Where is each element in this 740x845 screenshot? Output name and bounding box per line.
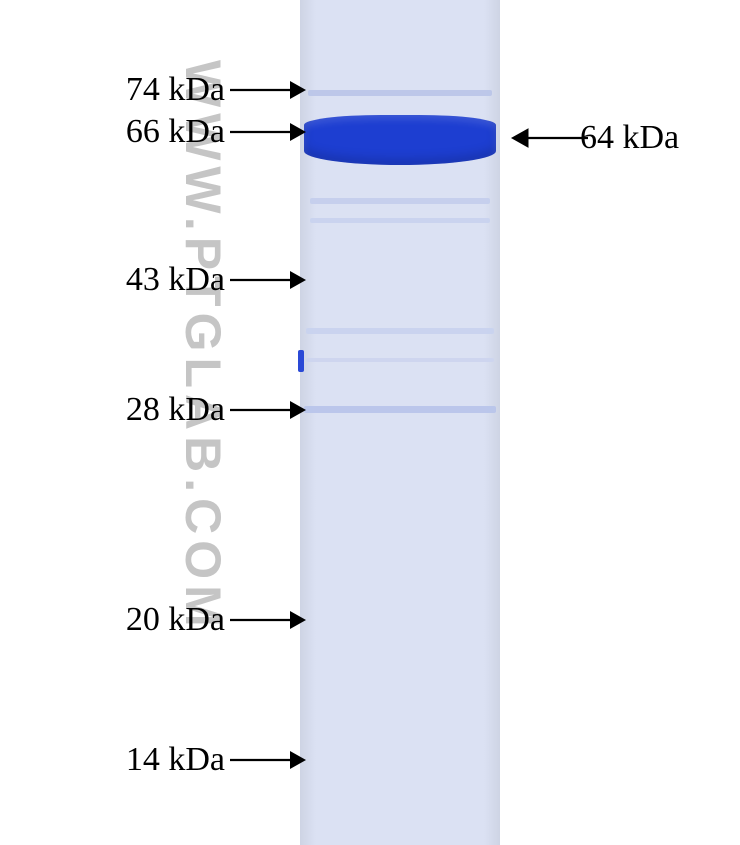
arrow-right-icon — [230, 121, 310, 143]
arrow-right-icon — [230, 269, 310, 291]
arrow-left-icon — [510, 127, 590, 149]
arrow-right-icon — [230, 79, 310, 101]
marker-label: 28 kDa — [126, 391, 225, 429]
marker-label: 14 kDa — [126, 741, 225, 779]
faint-band — [306, 328, 494, 334]
faint-band — [308, 90, 492, 96]
marker-label: 43 kDa — [126, 261, 225, 299]
gel-edge-mark — [298, 350, 304, 372]
marker-label: 20 kDa — [126, 601, 225, 639]
marker-label: 66 kDa — [126, 113, 225, 151]
arrow-right-icon — [230, 749, 310, 771]
arrow-right-icon — [230, 609, 310, 631]
arrow-right-icon — [230, 399, 310, 421]
faint-band — [306, 358, 494, 362]
faint-band — [310, 218, 490, 223]
marker-label: 74 kDa — [126, 71, 225, 109]
target-band-label: 64 kDa — [580, 119, 679, 157]
faint-band — [304, 406, 496, 413]
main-protein-band — [304, 115, 496, 165]
gel-figure: WWW.PTGLAB.COM 74 kDa 66 kDa 43 kDa 28 k… — [0, 0, 740, 845]
faint-band — [310, 198, 490, 204]
